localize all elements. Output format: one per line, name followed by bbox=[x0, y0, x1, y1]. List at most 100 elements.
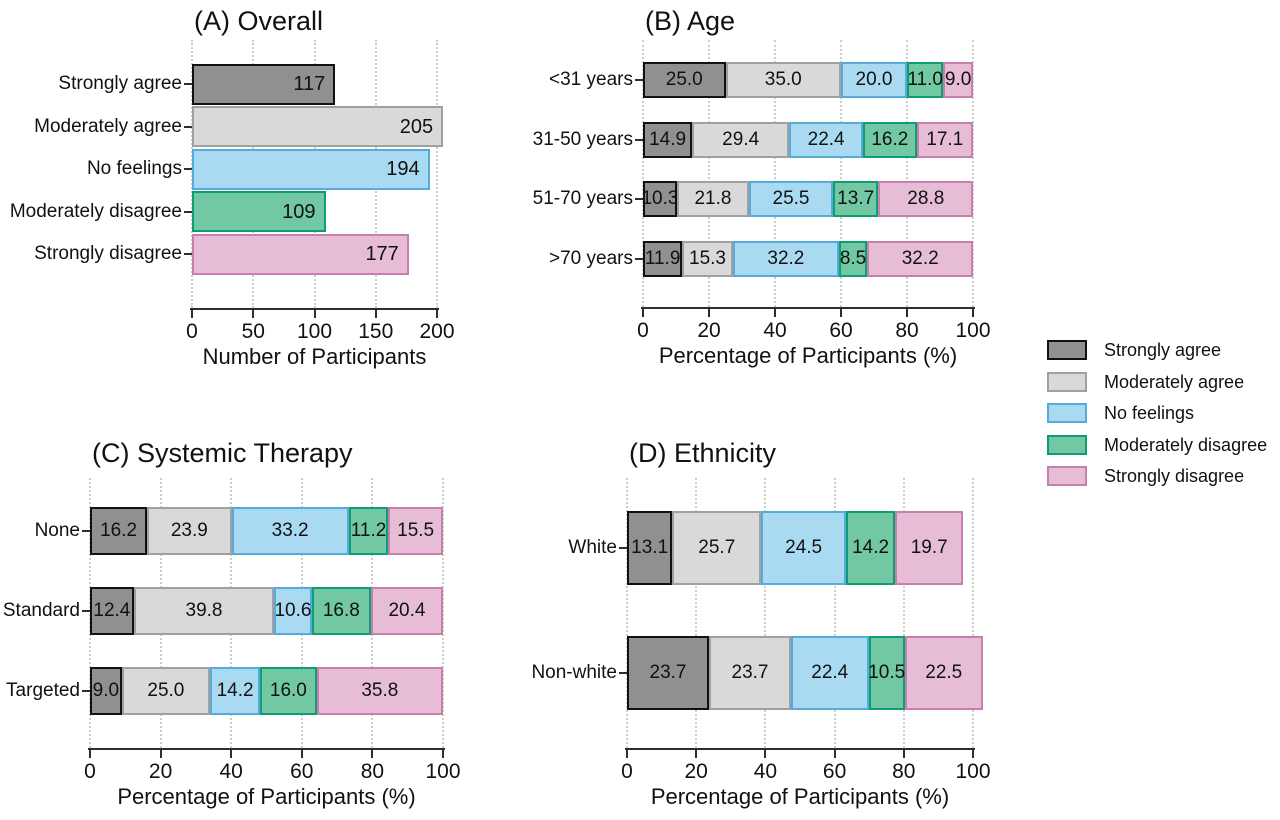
bar-value-label: 109 bbox=[282, 200, 316, 223]
segment-value-label: 9.0 bbox=[944, 69, 972, 90]
x-axis-tick bbox=[442, 750, 444, 758]
bar-segment bbox=[907, 62, 944, 98]
segment-value-label: 11.0 bbox=[907, 69, 943, 90]
bar-segment bbox=[839, 240, 868, 277]
legend-label-no_feelings: No feelings bbox=[1104, 403, 1195, 423]
bar-segment bbox=[643, 62, 726, 98]
segment-value-label: 23.7 bbox=[731, 662, 769, 683]
x-tick-label: 60 bbox=[290, 760, 314, 783]
y-axis-tick bbox=[635, 138, 643, 141]
bar bbox=[192, 191, 326, 232]
y-category-label: No feelings bbox=[86, 158, 182, 179]
y-axis-tick bbox=[82, 690, 90, 692]
segment-value-label: 25.5 bbox=[772, 188, 810, 209]
bar-segment bbox=[841, 62, 907, 98]
segment-value-label: 25.7 bbox=[698, 537, 736, 558]
y-axis-tick bbox=[635, 79, 643, 81]
segment-value-label: 11.9 bbox=[644, 247, 681, 269]
x-axis-tick bbox=[159, 750, 162, 758]
bar-segment bbox=[916, 121, 973, 158]
segment-value-label: 22.5 bbox=[925, 662, 963, 683]
gridline bbox=[708, 40, 710, 307]
x-axis-line bbox=[190, 308, 439, 310]
bar-segment bbox=[868, 636, 905, 710]
gridline bbox=[906, 40, 908, 307]
x-tick-label: 100 bbox=[425, 760, 461, 783]
segment-value-label: 32.2 bbox=[767, 247, 805, 269]
y-category-label: Strongly disagree bbox=[34, 243, 182, 264]
x-axis-line bbox=[88, 748, 445, 750]
bar-segment bbox=[761, 511, 846, 585]
bar-segment bbox=[388, 507, 443, 555]
segment-value-label: 8.5 bbox=[839, 247, 867, 269]
segment-value-label: 21.8 bbox=[694, 188, 732, 209]
gridline bbox=[774, 40, 776, 307]
segment-value-label: 39.8 bbox=[185, 600, 223, 621]
bar-segment bbox=[90, 507, 148, 555]
bar-segment bbox=[904, 636, 983, 710]
x-tick-label: 150 bbox=[358, 320, 394, 343]
gridline bbox=[442, 478, 444, 748]
x-axis-tick bbox=[972, 750, 974, 758]
y-category-label: >70 years bbox=[549, 247, 633, 269]
bar-segment bbox=[676, 181, 749, 217]
bar-segment bbox=[709, 636, 791, 710]
x-tick-label: 100 bbox=[955, 760, 991, 783]
y-axis-tick bbox=[82, 610, 90, 612]
x-axis-tick bbox=[906, 309, 908, 317]
bar-value-label: 205 bbox=[399, 115, 434, 138]
legend-swatch-no_feelings bbox=[1047, 403, 1087, 423]
x-tick-label: 80 bbox=[895, 319, 919, 342]
x-axis-tick bbox=[300, 750, 303, 758]
y-axis-tick bbox=[184, 83, 192, 85]
y-axis-tick bbox=[619, 547, 627, 549]
segment-value-label: 20.4 bbox=[388, 600, 426, 621]
y-category-label: Non-white bbox=[531, 662, 617, 683]
y-axis-tick bbox=[184, 125, 192, 128]
bar-value-label: 177 bbox=[365, 243, 399, 265]
segment-value-label: 10.6 bbox=[274, 600, 312, 621]
gridline bbox=[642, 40, 644, 307]
x-tick-label: 40 bbox=[763, 319, 787, 342]
bar-segment bbox=[846, 511, 896, 585]
bar-segment bbox=[791, 636, 869, 710]
x-axis-tick bbox=[89, 750, 91, 758]
bar-value-label: 194 bbox=[386, 158, 420, 180]
x-tick-label: 50 bbox=[241, 320, 265, 343]
bar-segment bbox=[643, 181, 677, 217]
x-tick-label: 20 bbox=[684, 760, 708, 783]
bar-segment bbox=[90, 667, 122, 715]
gridline bbox=[972, 40, 974, 307]
legend-label-strongly_disagree: Strongly disagree bbox=[1104, 466, 1245, 486]
bar-segment bbox=[878, 181, 974, 217]
y-category-label: Moderately agree bbox=[34, 115, 182, 137]
segment-value-label: 12.4 bbox=[93, 600, 131, 621]
gridline bbox=[902, 478, 905, 748]
y-category-label: Moderately disagree bbox=[9, 200, 182, 222]
bar-segment bbox=[627, 636, 709, 710]
segment-value-label: 22.4 bbox=[807, 128, 845, 150]
x-axis-tick bbox=[313, 310, 316, 318]
legend-swatch-strongly_agree bbox=[1047, 340, 1087, 360]
y-category-label: None bbox=[34, 520, 80, 541]
x-axis-tick bbox=[436, 310, 438, 318]
gridline bbox=[833, 478, 836, 748]
x-axis-tick bbox=[642, 309, 644, 317]
bar-segment bbox=[789, 121, 864, 158]
bar-segment bbox=[833, 181, 879, 217]
x-axis-tick bbox=[708, 309, 710, 317]
x-axis-tick bbox=[626, 750, 628, 758]
y-category-label: Standard bbox=[2, 600, 80, 621]
panel-age-title: (B) Age bbox=[645, 6, 736, 36]
y-axis-tick bbox=[184, 253, 192, 255]
x-axis-tick bbox=[833, 750, 836, 758]
x-tick-label: 60 bbox=[822, 760, 847, 783]
x-tick-label: 80 bbox=[360, 760, 385, 783]
bar-segment bbox=[210, 667, 261, 715]
segment-value-label: 25.0 bbox=[147, 680, 185, 701]
legend-label-strongly_agree: Strongly agree bbox=[1104, 340, 1222, 360]
segment-value-label: 33.2 bbox=[271, 520, 309, 541]
segment-value-label: 28.8 bbox=[907, 188, 945, 209]
segment-value-label: 10.3 bbox=[641, 188, 679, 209]
